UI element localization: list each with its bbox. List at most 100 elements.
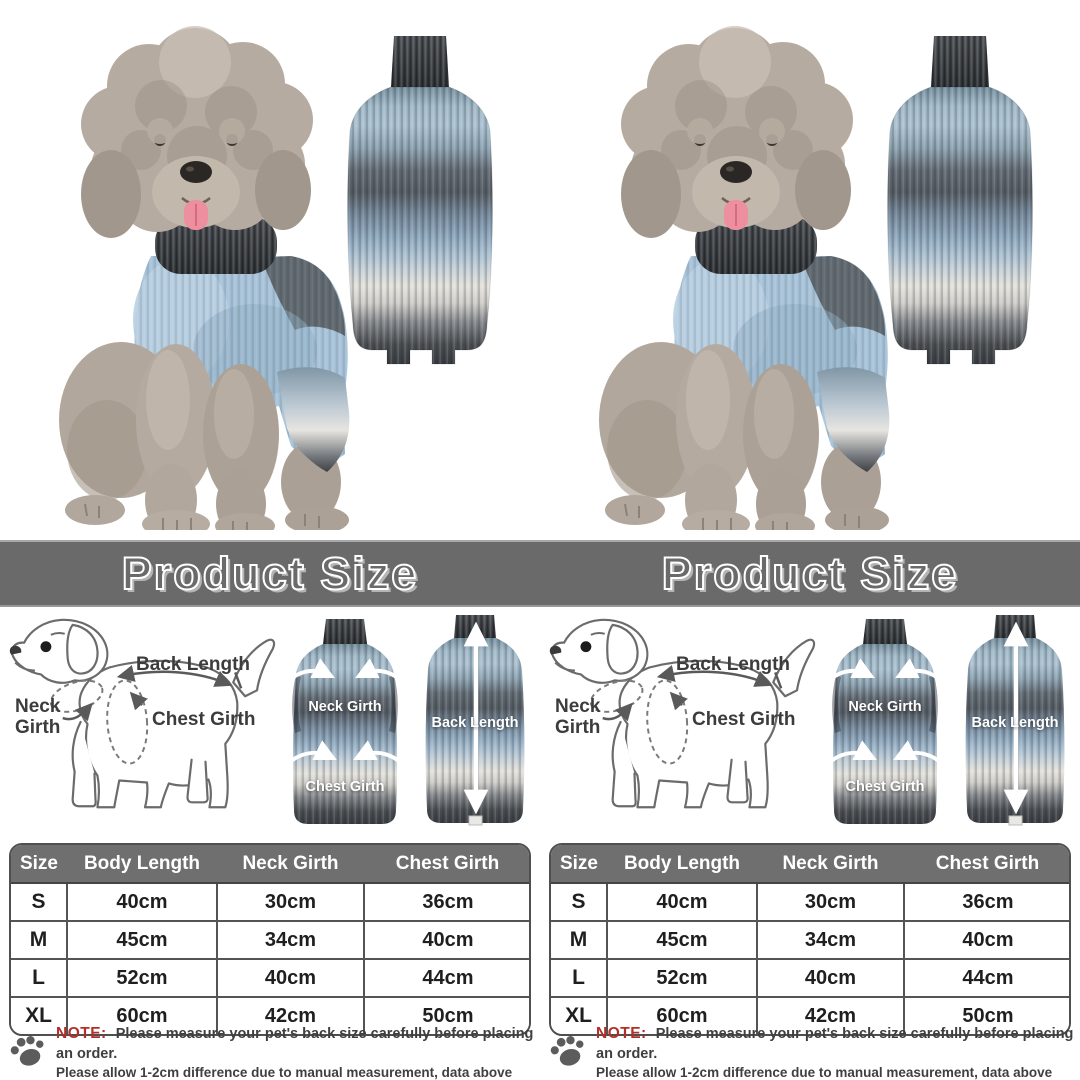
size-cell: XL [11,996,68,1034]
col-header-body-length: Body Length [67,845,217,884]
sweater-product-photo [347,36,493,365]
neck-girth-cell: 40cm [216,958,365,998]
neck-girth-dashed-line [589,679,644,713]
col-header-neck-girth: Neck Girth [217,845,364,884]
front-legs-fur [676,344,819,530]
dog-body-outline [618,659,779,809]
nose [180,161,212,183]
paws [65,495,349,530]
neck-girth-arrows [829,658,941,681]
note-section: NOTE: Please measure your pet's back size… [8,1024,534,1080]
sweater-front-view [289,619,401,824]
neck-girth-cell: 34cm [756,920,905,960]
note-section: NOTE: Please measure your pet's back size… [548,1024,1074,1080]
ear [66,623,99,675]
chest-girth-cell: 40cm [363,920,529,960]
body-length-cell: 40cm [606,882,758,922]
muzzle [152,156,240,228]
dog-body-outline [78,659,239,809]
measurement-diagram: Back Length Neck Girth Chest Girth Neck … [0,607,540,843]
chest-girth-cell: 50cm [903,996,1069,1034]
sweater-rear-drape [277,367,350,472]
neck-girth-label: Neck Girth [15,696,61,739]
neck-girth-cell: 42cm [216,996,365,1034]
back-length-arrow [116,665,233,687]
size-chart-table: Size Body Length Neck Girth Chest Girth … [551,845,1069,1034]
rear-leg [186,758,209,804]
front-leg [611,720,637,808]
nose [720,161,752,183]
body-length-cell: 52cm [606,958,758,998]
chest-girth-cell: 36cm [903,882,1069,922]
photo-section [540,0,1080,540]
back-length-label: Back Length [136,654,251,675]
table-row-xl: XL 60cm 42cm 50cm [551,996,1069,1034]
front-leg [71,720,97,808]
paw-icon [548,1024,592,1075]
body-length-cell: 60cm [66,996,218,1034]
front-view-neck-girth-label: Neck Girth [848,699,922,715]
note-text: NOTE: Please measure your pet's back size… [52,1024,534,1080]
back-length-arrow [656,665,773,687]
table-row-m: M 45cm 34cm 40cm [11,920,529,960]
dog-measurement-drawing [549,618,816,809]
neck-girth-cell: 34cm [216,920,365,960]
note-text: NOTE: Please measure your pet's back size… [592,1024,1074,1080]
nose [549,645,562,655]
body-length-cell: 45cm [606,920,758,960]
ear-left [81,150,141,238]
table-row-l: L 52cm 40cm 44cm [11,958,529,998]
neck-girth-cell: 40cm [756,958,905,998]
header-row: Size Body Length Neck Girth Chest Girth [551,845,1069,884]
ear-right [255,150,311,230]
size-cell: S [11,882,68,922]
col-header-chest-girth: Chest Girth [364,845,529,884]
back-length-label: Back Length [676,654,791,675]
neck-girth-arrow [62,702,93,722]
poodle-head [621,26,853,238]
tail [772,638,816,698]
header-row: Size Body Length Neck Girth Chest Girth [11,845,529,884]
poodle-head [81,26,313,238]
sweater-product-photo [887,36,1033,365]
paw-icon [8,1024,52,1075]
neck-girth-cell: 30cm [756,882,905,922]
poodle-wearing-sweater-photo [59,26,350,530]
chest-girth-arrow [669,691,688,711]
front-view-neck-girth-label: Neck Girth [308,699,382,715]
neck-girth-cell: 42cm [756,996,905,1034]
chest-girth-arrows [829,740,941,763]
chest-girth-dashed-line [646,679,689,765]
size-cell: L [551,958,608,998]
note-line2-text: Please allow 1-2cm difference due to man… [56,1065,513,1080]
neck-girth-label: Neck Girth [555,696,601,739]
neck-girth-cell: 30cm [216,882,365,922]
eye [580,641,592,653]
sweater-front-view [829,619,941,824]
chest-girth-cell: 44cm [363,958,529,998]
col-header-size: Size [551,845,607,884]
section-title-band: Product Size [540,540,1080,607]
table-row-s: S 40cm 30cm 36cm [11,882,529,922]
back-view-back-length-label: Back Length [431,715,519,731]
ear-right [795,150,851,230]
chest-girth-cell: 44cm [903,958,1069,998]
front-view-chest-girth-label: Chest Girth [845,779,925,795]
note-line1-text: Please measure your pet's back size care… [56,1026,534,1062]
col-header-neck-girth: Neck Girth [757,845,904,884]
table-row-m: M 45cm 34cm 40cm [551,920,1069,960]
tail [232,638,276,698]
neck-girth-arrows [289,658,401,681]
section-title-band: Product Size [0,540,540,607]
col-header-size: Size [11,845,67,884]
table-row-s: S 40cm 30cm 36cm [551,882,1069,922]
front-view-chest-girth-label: Chest Girth [305,779,385,795]
chest-girth-arrows [289,740,401,763]
sweater-rear-drape [817,367,890,472]
chest-girth-label: Chest Girth [692,709,796,730]
body-length-cell: 40cm [66,882,218,922]
neck-girth-dashed-line [49,679,104,713]
section-title: Product Size [121,547,419,600]
poodle-wearing-sweater-photo [599,26,890,530]
